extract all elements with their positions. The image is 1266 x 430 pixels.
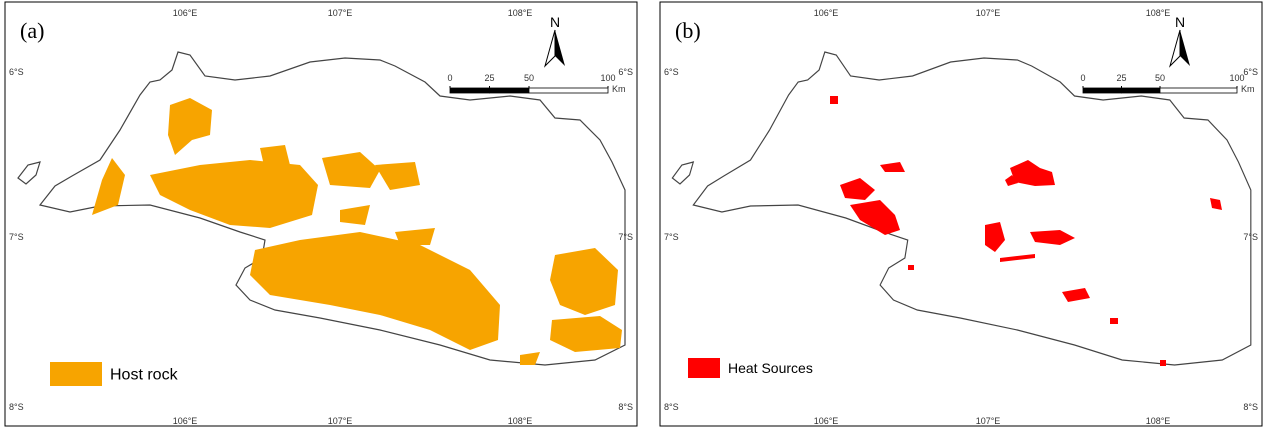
heat-source-area (908, 265, 914, 270)
heat-source-area (1210, 198, 1222, 210)
heat-source-area (850, 200, 900, 235)
latitude-label: 8°S (664, 402, 679, 412)
longitude-label: 107°E (976, 8, 1001, 18)
scale-bar-label: 50 (1155, 73, 1165, 83)
latitude-label: 7°S (618, 232, 633, 242)
longitude-label: 107°E (328, 416, 353, 426)
heat-source-area (1110, 318, 1118, 324)
latitude-label: 6°S (618, 67, 633, 77)
host-rock-area (250, 232, 500, 350)
scale-bar-segment (528, 87, 609, 94)
scale-bar-label: 100 (1229, 73, 1244, 83)
host-rock-area (550, 316, 622, 352)
latitude-label: 6°S (1243, 67, 1258, 77)
host-rock-area (260, 145, 290, 170)
north-arrow (1180, 30, 1190, 66)
longitude-label: 108°E (508, 8, 533, 18)
longitude-label: 106°E (173, 8, 198, 18)
scale-bar-label: 25 (484, 73, 494, 83)
latitude-label: 7°S (1243, 232, 1258, 242)
longitude-label: 108°E (1146, 8, 1171, 18)
longitude-label: 107°E (976, 416, 1001, 426)
latitude-label: 8°S (9, 402, 24, 412)
land-outline (671, 51, 1252, 366)
geography (671, 51, 1252, 366)
geography (17, 51, 626, 366)
north-arrow (555, 30, 565, 66)
host-rock-area (168, 98, 212, 155)
heat-source-area (985, 222, 1005, 252)
host-rock-area (92, 158, 125, 215)
scale-bar-label: 100 (600, 73, 615, 83)
latitude-label: 6°S (664, 67, 679, 77)
north-label: N (550, 14, 560, 30)
host-rock-area (375, 162, 420, 190)
longitude-label: 108°E (1146, 416, 1171, 426)
longitude-label: 106°E (814, 8, 839, 18)
latitude-label: 8°S (618, 402, 633, 412)
heat-source-area (1010, 160, 1055, 186)
legend-label: Host rock (110, 367, 179, 384)
map-panel: (a) 106°E 106°E 107°E 107°E 108°E 108°E 6°S 6°S 7… (4, 1, 638, 427)
heat-source-area (1005, 175, 1018, 186)
heat-source-area (830, 96, 838, 104)
scale-bar-segment (449, 87, 490, 94)
scale-bar-unit: Km (612, 84, 626, 94)
scale-bar-segment (1121, 87, 1161, 94)
heat-source-area (880, 162, 905, 172)
latitude-label: 7°S (664, 232, 679, 242)
scale-bar-segment (1159, 87, 1238, 94)
host-rock-area (550, 248, 618, 315)
scale-bar-label: 25 (1116, 73, 1126, 83)
longitude-label: 106°E (814, 416, 839, 426)
host-rock-area (520, 352, 540, 365)
longitude-label: 106°E (173, 416, 198, 426)
latitude-label: 8°S (1243, 402, 1258, 412)
scale-bar-segment (1082, 87, 1122, 94)
panel-label: (b) (675, 18, 701, 43)
north-label: N (1175, 14, 1185, 30)
host-rock-area (150, 160, 318, 228)
north-arrow (544, 29, 556, 68)
heat-source-area (1062, 288, 1090, 302)
heat-source-area (1030, 230, 1075, 245)
scale-bar-unit: Km (1241, 84, 1255, 94)
scale-bar-label: 50 (524, 73, 534, 83)
host-rock-area (340, 205, 370, 225)
legend-swatch (50, 362, 102, 386)
map-panel: (b) 106°E 106°E 107°E 107°E 108°E 108°E 6°S 6°S 7… (659, 1, 1263, 427)
legend-swatch (688, 358, 720, 378)
longitude-label: 107°E (328, 8, 353, 18)
legend-label: Heat Sources (728, 360, 813, 376)
scale-bar-segment (489, 87, 530, 94)
longitude-label: 108°E (508, 416, 533, 426)
heat-source-area (1160, 360, 1166, 366)
latitude-label: 6°S (9, 67, 24, 77)
north-arrow (1169, 29, 1181, 68)
scale-bar-label: 0 (447, 73, 452, 83)
panel-label: (a) (20, 18, 44, 43)
host-rock-area (322, 152, 380, 188)
latitude-label: 7°S (9, 232, 24, 242)
scale-bar-label: 0 (1080, 73, 1085, 83)
heat-source-area (1000, 254, 1035, 262)
host-rock-area (395, 228, 435, 245)
heat-source-area (840, 178, 875, 200)
